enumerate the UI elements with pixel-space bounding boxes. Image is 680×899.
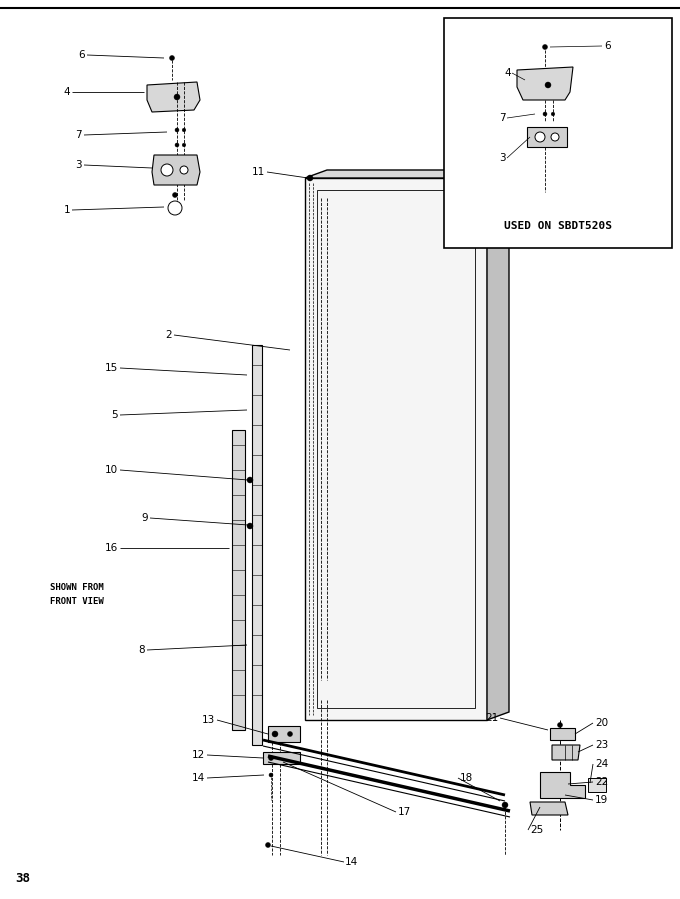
Polygon shape (517, 67, 573, 100)
Polygon shape (232, 430, 245, 730)
Circle shape (551, 133, 559, 141)
Circle shape (551, 112, 555, 116)
Polygon shape (252, 345, 262, 745)
Circle shape (175, 128, 179, 132)
Text: 13: 13 (202, 715, 215, 725)
Polygon shape (540, 772, 585, 798)
Text: 7: 7 (499, 113, 506, 123)
Text: 3: 3 (499, 153, 506, 163)
Bar (444, 18, 672, 248)
Text: 17: 17 (398, 807, 411, 817)
Text: 18: 18 (460, 773, 473, 783)
Text: 20: 20 (595, 718, 608, 728)
Circle shape (543, 44, 547, 49)
Circle shape (247, 523, 253, 529)
Circle shape (173, 192, 177, 198)
Text: 21: 21 (485, 713, 498, 723)
Circle shape (272, 731, 278, 737)
Text: 12: 12 (192, 750, 205, 760)
Polygon shape (552, 745, 580, 760)
Text: 6: 6 (78, 50, 85, 60)
Polygon shape (152, 155, 200, 185)
Polygon shape (530, 802, 568, 815)
Polygon shape (487, 170, 509, 720)
Text: 14: 14 (192, 773, 205, 783)
Circle shape (174, 94, 180, 100)
Text: USED ON SBDT520S: USED ON SBDT520S (504, 221, 612, 231)
Text: 16: 16 (105, 543, 118, 553)
Circle shape (535, 132, 545, 142)
Text: 4: 4 (504, 68, 511, 78)
Text: 25: 25 (530, 825, 543, 835)
Text: 2: 2 (165, 330, 172, 340)
Text: 24: 24 (595, 759, 608, 769)
Text: 4: 4 (63, 87, 70, 97)
Circle shape (180, 166, 188, 174)
Text: 6: 6 (604, 41, 611, 51)
Bar (588, 778, 606, 792)
Text: 10: 10 (105, 465, 118, 475)
Polygon shape (268, 726, 300, 742)
Circle shape (543, 112, 547, 116)
Text: 9: 9 (141, 513, 148, 523)
Text: 8: 8 (138, 645, 145, 655)
Circle shape (558, 723, 562, 727)
Text: 5: 5 (112, 410, 118, 420)
Circle shape (265, 842, 271, 848)
Text: 15: 15 (105, 363, 118, 373)
Circle shape (169, 56, 175, 60)
Polygon shape (305, 170, 509, 178)
Text: 38: 38 (15, 871, 30, 885)
Text: FRONT VIEW: FRONT VIEW (50, 598, 104, 607)
Text: 23: 23 (595, 740, 608, 750)
Polygon shape (263, 752, 300, 764)
Text: 19: 19 (595, 795, 608, 805)
Circle shape (269, 773, 273, 777)
Circle shape (175, 143, 179, 147)
Polygon shape (527, 127, 567, 147)
Text: 7: 7 (75, 130, 82, 140)
Text: SHOWN FROM: SHOWN FROM (50, 583, 104, 592)
Text: 1: 1 (63, 205, 70, 215)
Text: 11: 11 (252, 167, 265, 177)
Polygon shape (550, 728, 575, 740)
Circle shape (307, 175, 313, 181)
Text: 3: 3 (75, 160, 82, 170)
Text: 14: 14 (345, 857, 358, 867)
Circle shape (161, 164, 173, 176)
Circle shape (182, 129, 186, 132)
Circle shape (545, 82, 551, 88)
Polygon shape (305, 178, 487, 720)
Circle shape (182, 143, 186, 147)
Circle shape (247, 477, 253, 483)
Circle shape (269, 755, 273, 761)
Circle shape (502, 802, 508, 808)
Polygon shape (147, 82, 200, 112)
Text: 22: 22 (595, 777, 608, 787)
Circle shape (168, 201, 182, 215)
Circle shape (288, 732, 292, 736)
